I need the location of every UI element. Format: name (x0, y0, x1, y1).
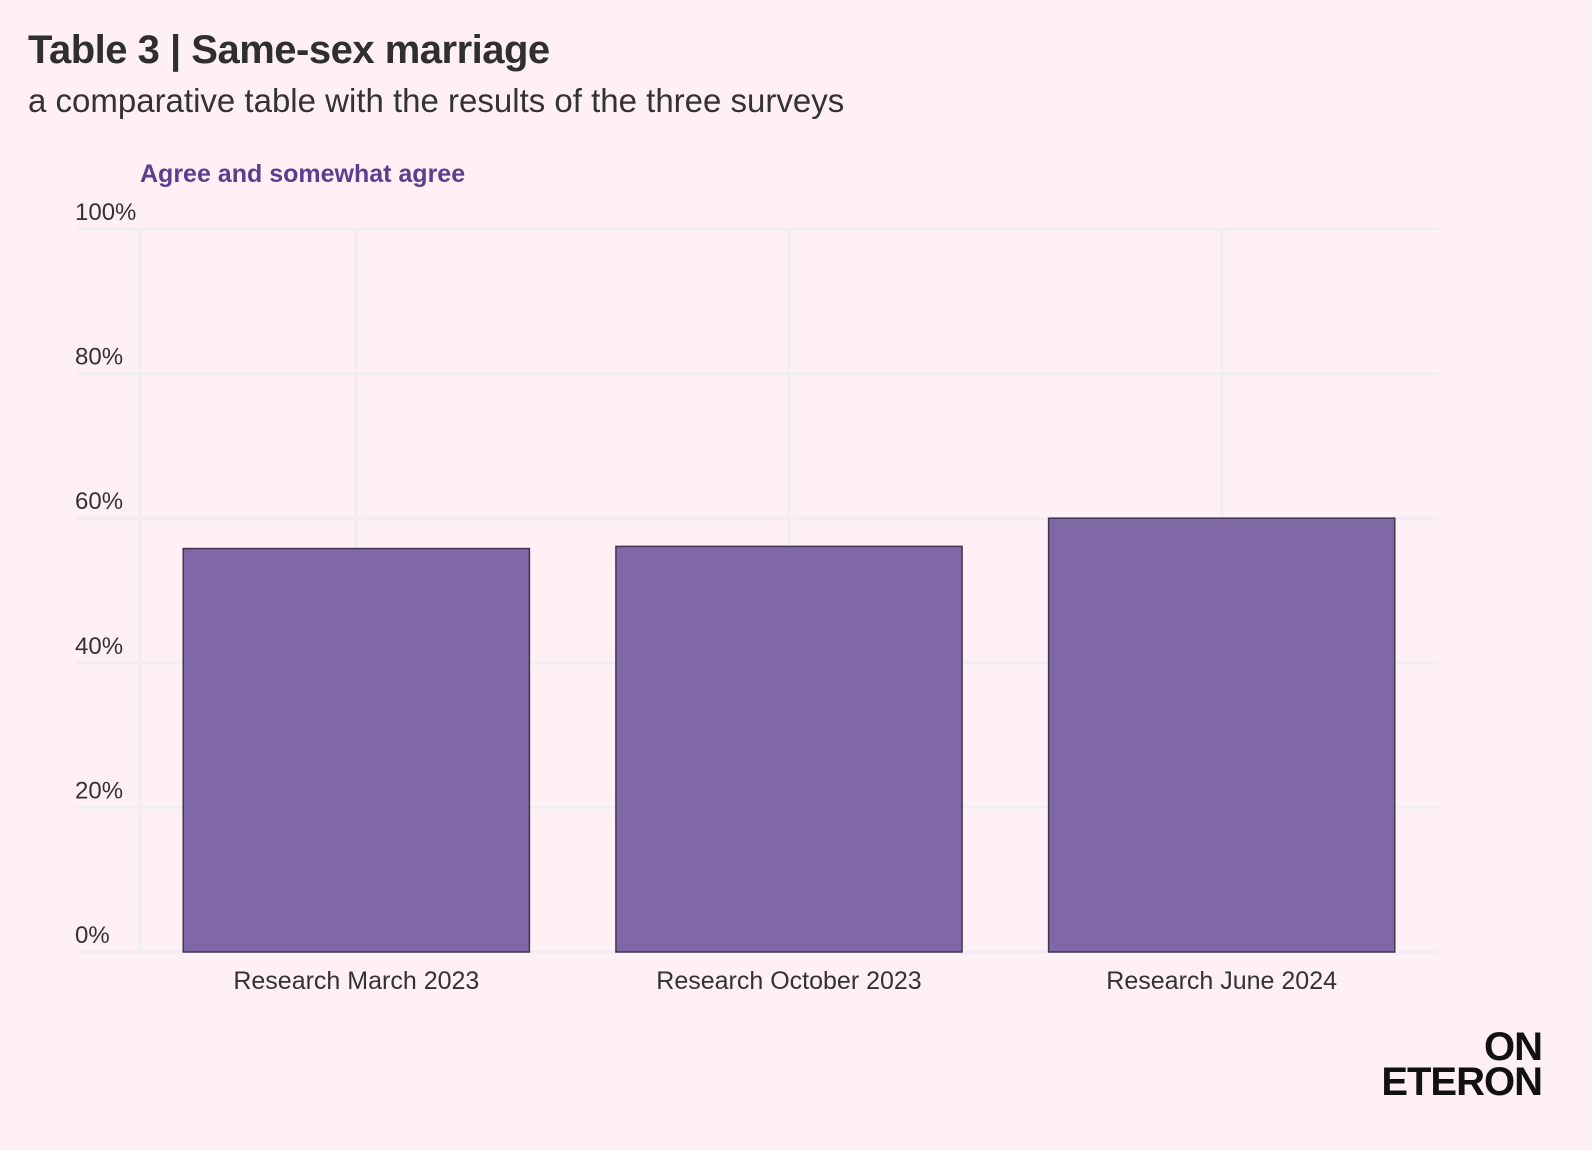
bar (615, 545, 963, 953)
chart-subtitle: a comparative table with the results of … (28, 82, 845, 119)
x-tick-label: Research June 2024 (1106, 967, 1337, 995)
brand-logo: ON ETERON (1381, 1025, 1543, 1104)
y-tick-label: 80% (75, 344, 123, 371)
y-tick-label: 100% (75, 199, 136, 226)
x-tick-label: Research October 2023 (656, 967, 921, 995)
series-label: Agree and somewhat agree (140, 160, 465, 188)
y-tick-label: 0% (75, 922, 110, 949)
y-tick-label: 60% (75, 488, 123, 515)
logo-line-2: ETERON (1381, 1060, 1543, 1104)
logo-line-1: ON (1484, 1025, 1543, 1069)
bar (182, 547, 531, 953)
y-tick-label: 20% (75, 777, 123, 804)
y-tick-label: 40% (75, 633, 123, 660)
x-tick-label: Research March 2023 (233, 967, 479, 995)
chart-title: Table 3 | Same-sex marriage (28, 28, 550, 72)
bar (1047, 517, 1396, 953)
